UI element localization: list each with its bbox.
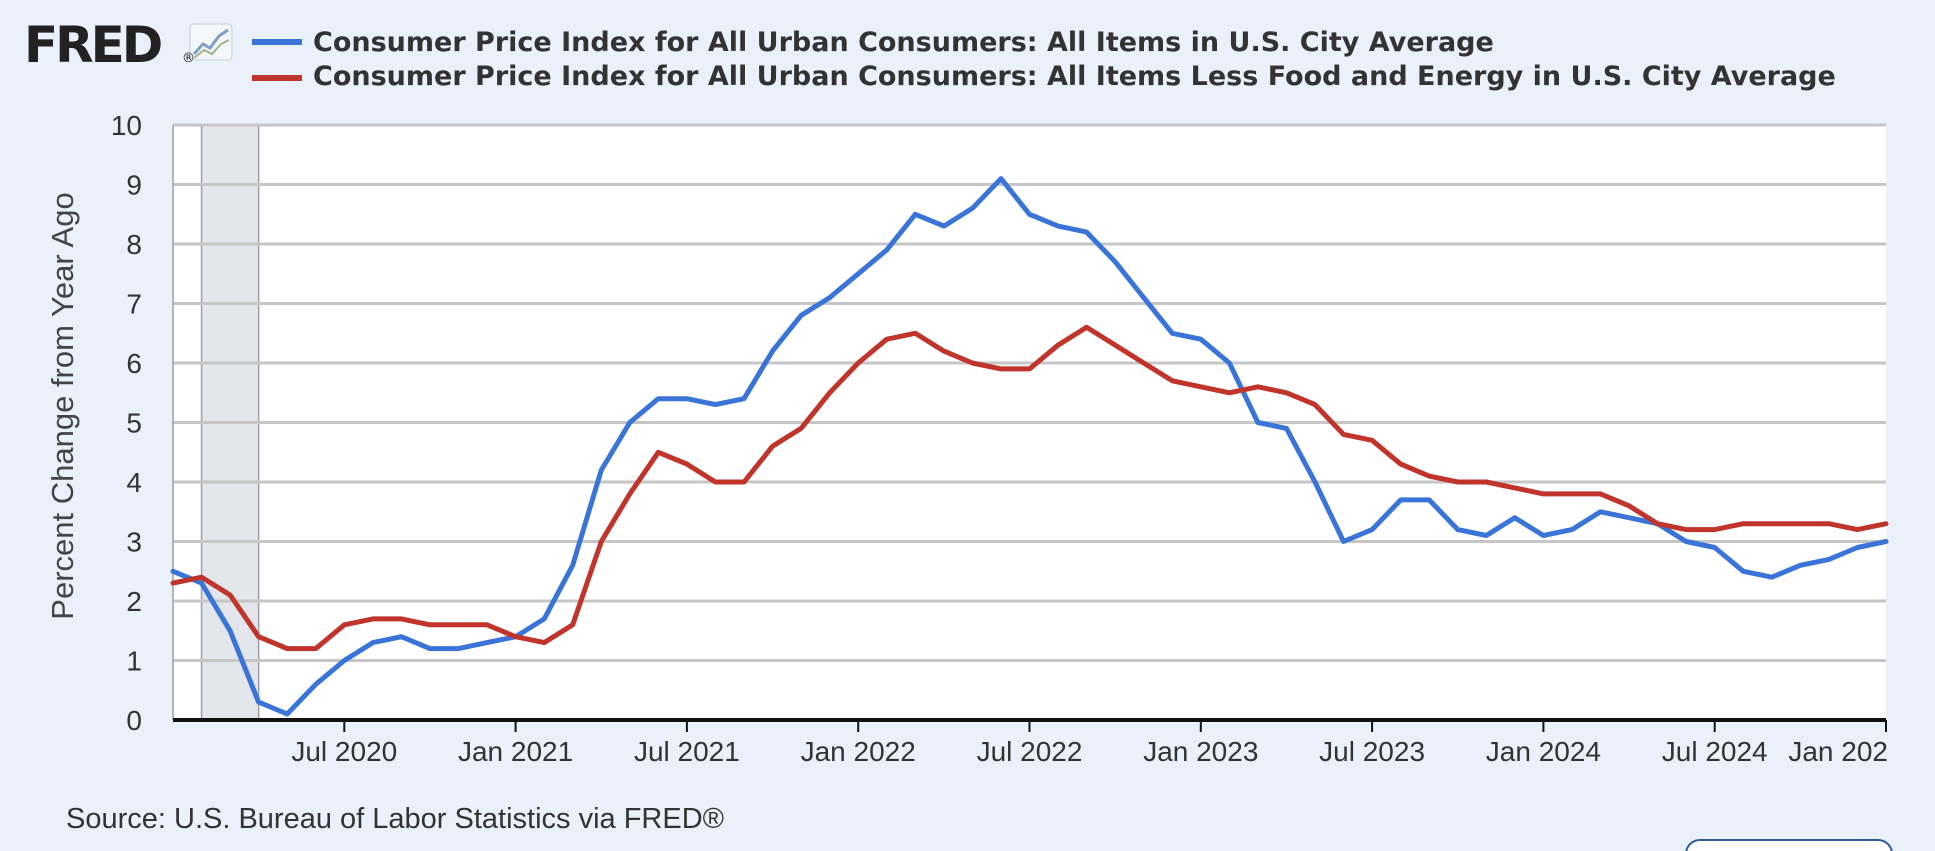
x-tick-label: Jan 202 <box>1788 736 1888 767</box>
x-tick-label: Jan 2022 <box>801 736 916 767</box>
y-tick-label: 10 <box>111 110 142 141</box>
y-tick-label: 1 <box>126 646 142 677</box>
legend-label-cpi: Consumer Price Index for All Urban Consu… <box>313 27 1494 58</box>
series-line-cpi <box>170 176 1889 717</box>
x-tick-label: Jul 2020 <box>291 736 397 767</box>
y-axis-title: Percent Change from Year Ago <box>45 192 80 619</box>
x-tick-label: Jan 2024 <box>1486 736 1601 767</box>
source-text: Source: U.S. Bureau of Labor Statistics … <box>66 803 724 835</box>
x-tick-label: Jul 2021 <box>634 736 740 767</box>
x-tick-label: Jul 2022 <box>977 736 1083 767</box>
y-tick-label: 5 <box>126 408 142 439</box>
y-tick-label: 2 <box>126 586 142 617</box>
y-tick-label: 7 <box>126 289 142 320</box>
x-tick-label: Jul 2024 <box>1662 736 1768 767</box>
legend-label-core-cpi: Consumer Price Index for All Urban Consu… <box>313 61 1836 92</box>
series-line-core-cpi <box>170 324 1889 652</box>
x-tick-label: Jan 2023 <box>1143 736 1258 767</box>
y-tick-label: 0 <box>126 705 142 736</box>
legend: Consumer Price Index for All Urban Consu… <box>252 27 1836 92</box>
registered-mark: ® <box>182 51 195 66</box>
x-tick-label: Jul 2023 <box>1319 736 1425 767</box>
y-tick-label: 3 <box>126 527 142 558</box>
fred-logo[interactable]: FRED ® <box>24 16 233 74</box>
y-tick-label: 8 <box>126 229 142 260</box>
y-tick-label: 4 <box>126 467 142 498</box>
x-tick-label: Jan 2021 <box>458 736 573 767</box>
edit-graph-button[interactable] <box>1685 839 1893 851</box>
logo-chart-icon <box>189 23 233 61</box>
y-tick-label: 9 <box>126 170 142 201</box>
fred-logo-text: FRED <box>24 16 161 74</box>
y-tick-label: 6 <box>126 348 142 379</box>
